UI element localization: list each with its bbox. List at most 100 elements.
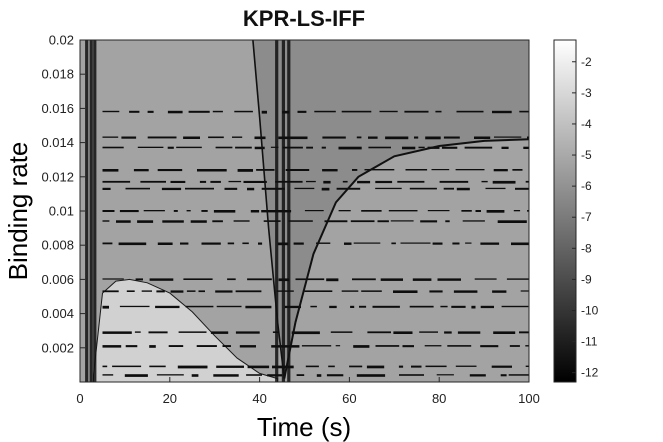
streak-segment — [242, 242, 249, 245]
streak-segment — [356, 374, 386, 377]
y-tick-label: 0.004 — [41, 306, 74, 321]
streak-segment — [447, 345, 472, 347]
streak-segment — [527, 210, 529, 212]
streak-segment — [424, 345, 442, 347]
streak-segment — [149, 365, 166, 368]
streak-segment — [247, 365, 270, 369]
streak-segment — [411, 365, 422, 368]
streak-segment — [198, 290, 205, 293]
streak-segment — [462, 220, 485, 222]
streak-segment — [322, 169, 338, 172]
streak-segment — [409, 305, 434, 308]
x-axis-ticks: 0 20 40 60 80 100 — [76, 377, 540, 406]
streak-segment — [481, 180, 488, 183]
streak-segment — [102, 187, 111, 190]
streak-segment — [474, 278, 497, 280]
streak-segment — [375, 180, 393, 184]
streak-segment — [501, 146, 509, 149]
streak-segment — [316, 242, 331, 244]
streak-segment — [125, 345, 138, 348]
streak-segment — [118, 242, 147, 246]
streak-segment — [278, 136, 308, 140]
streak-segment — [250, 210, 260, 213]
streak-segment — [235, 146, 252, 149]
streak-segment — [485, 187, 506, 190]
streak-segment — [452, 242, 460, 245]
streak-segment — [519, 110, 529, 113]
streak-segment — [149, 278, 174, 281]
y-axis-label: Binding rate — [3, 142, 33, 281]
colorbar-tick-label: -8 — [581, 241, 592, 255]
streak-segment — [338, 146, 362, 150]
colorbar-tick-label: -9 — [581, 272, 592, 286]
streak-segment — [501, 305, 529, 308]
streak-segment — [475, 210, 481, 212]
streak-segment — [525, 180, 529, 183]
streak-segment — [461, 210, 472, 212]
left-wedge-boundary — [252, 40, 286, 379]
streak-segment — [314, 110, 336, 113]
streak-segment — [161, 187, 182, 191]
streak-segment — [425, 365, 447, 368]
streak-segment — [156, 290, 165, 293]
streak-segment — [102, 374, 114, 376]
right-wedge-boundary — [283, 138, 529, 379]
streak-segment — [294, 187, 315, 190]
streak-segment — [282, 146, 303, 149]
vertical-band — [281, 40, 285, 382]
streak-segment — [186, 210, 191, 212]
y-tick-label: 0.008 — [41, 238, 74, 253]
streak-segment — [121, 136, 137, 139]
streak-segment — [456, 187, 470, 191]
streak-segment — [324, 220, 348, 223]
streak-segment — [368, 136, 378, 139]
x-tick-label: 0 — [76, 391, 83, 406]
streak-segment — [215, 290, 233, 293]
streak-segment — [112, 365, 142, 368]
streak-segment — [237, 169, 253, 172]
streak-segment — [465, 242, 472, 244]
streak-segment — [520, 290, 529, 292]
streak-segment — [375, 345, 400, 347]
streak-segment — [492, 110, 512, 114]
streak-segment — [170, 180, 186, 183]
streak-segment — [368, 146, 391, 149]
streak-segment — [304, 290, 333, 292]
streak-segment — [492, 290, 507, 293]
streak-segment — [527, 136, 529, 139]
streak-segment — [306, 146, 313, 149]
colorbar-tick-label: -12 — [581, 366, 599, 380]
streak-segment — [102, 180, 131, 183]
streak-segment — [212, 220, 223, 223]
y-tick-label: 0.012 — [41, 169, 74, 184]
colorbar: -2 -3 -4 -5 -6 -7 -8 -9 -10 -11 -12 — [553, 39, 599, 383]
streak-segment — [366, 365, 385, 369]
x-tick-label: 100 — [518, 391, 540, 406]
streak-segment — [341, 290, 359, 292]
streak-segment — [155, 305, 180, 309]
streak-segment — [425, 136, 441, 140]
streak-segment — [293, 242, 304, 245]
streak-segment — [437, 278, 461, 281]
streak-segment — [215, 146, 233, 149]
streak-segment — [453, 290, 478, 293]
streak-segment — [147, 136, 177, 139]
streak-segment — [352, 278, 376, 281]
plot-area — [80, 40, 529, 382]
streak-segment — [500, 374, 507, 377]
x-tick-label: 60 — [342, 391, 356, 406]
streak-segment — [197, 169, 227, 172]
streak-segment — [282, 110, 290, 114]
streak-segment — [183, 136, 200, 139]
streak-segment — [156, 374, 184, 376]
streak-segment — [361, 290, 382, 292]
upper-right-region — [252, 40, 529, 379]
streak-segment — [199, 180, 207, 183]
streak-segment — [341, 110, 372, 113]
streak-segment — [140, 180, 166, 183]
streak-segment — [210, 180, 221, 183]
streak-segment — [405, 169, 428, 171]
streak-segment — [440, 305, 448, 308]
streak-segment — [494, 136, 522, 138]
streak-segment — [102, 305, 109, 309]
